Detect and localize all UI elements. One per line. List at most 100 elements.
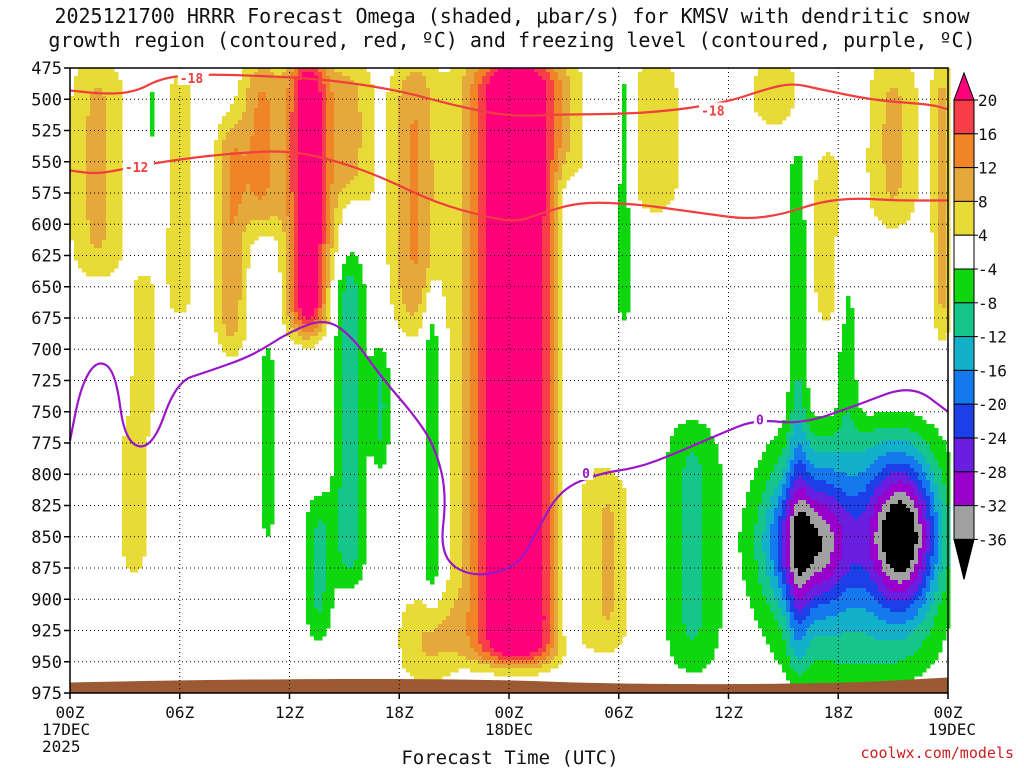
omega-cell xyxy=(942,164,947,169)
omega-cell xyxy=(242,168,247,173)
omega-cell xyxy=(214,164,219,169)
omega-cell xyxy=(882,92,887,97)
omega-cell xyxy=(834,192,839,197)
omega-cell xyxy=(502,88,507,93)
omega-cell xyxy=(182,212,187,217)
omega-cell xyxy=(362,132,367,137)
omega-cell xyxy=(830,200,835,205)
omega-cell xyxy=(902,112,907,117)
omega-cell xyxy=(290,80,295,85)
omega-cell xyxy=(170,112,175,117)
omega-cell xyxy=(306,120,311,125)
omega-cell xyxy=(814,188,819,193)
omega-cell xyxy=(534,172,539,177)
omega-cell xyxy=(498,160,503,165)
omega-cell xyxy=(358,192,363,197)
omega-cell xyxy=(458,168,463,173)
omega-cell xyxy=(330,152,335,157)
omega-cell xyxy=(262,160,267,165)
omega-cell xyxy=(290,132,295,137)
omega-cell xyxy=(654,68,659,73)
omega-cell xyxy=(654,136,659,141)
omega-cell xyxy=(238,148,243,153)
omega-cell xyxy=(418,164,423,169)
omega-cell xyxy=(786,104,791,109)
omega-cell xyxy=(874,172,879,177)
omega-cell xyxy=(562,128,567,133)
omega-cell xyxy=(666,180,671,185)
omega-cell xyxy=(238,84,243,89)
omega-cell xyxy=(622,176,627,181)
omega-cell xyxy=(302,164,307,169)
omega-cell xyxy=(82,124,87,129)
omega-cell xyxy=(502,140,507,145)
omega-cell xyxy=(470,84,475,89)
omega-cell xyxy=(402,192,407,197)
omega-cell xyxy=(442,104,447,109)
omega-cell xyxy=(350,136,355,141)
omega-cell xyxy=(250,200,255,205)
omega-cell xyxy=(942,68,947,73)
omega-cell xyxy=(286,140,291,145)
omega-cell xyxy=(322,120,327,125)
omega-cell xyxy=(114,100,119,105)
omega-cell xyxy=(90,184,95,189)
omega-cell xyxy=(430,212,435,217)
omega-cell xyxy=(118,152,123,157)
omega-cell xyxy=(550,100,555,105)
omega-cell xyxy=(266,152,271,157)
omega-cell xyxy=(394,160,399,165)
omega-cell xyxy=(662,204,667,209)
omega-cell xyxy=(74,160,79,165)
omega-cell xyxy=(98,160,103,165)
omega-cell xyxy=(334,196,339,201)
omega-cell xyxy=(826,196,831,201)
omega-cell xyxy=(178,192,183,197)
omega-cell xyxy=(478,84,483,89)
omega-cell xyxy=(522,208,527,213)
omega-cell xyxy=(938,108,943,113)
omega-cell xyxy=(266,196,271,201)
omega-cell xyxy=(774,108,779,113)
omega-cell xyxy=(910,120,915,125)
omega-cell xyxy=(666,172,671,177)
omega-cell xyxy=(406,76,411,81)
omega-cell xyxy=(658,188,663,193)
omega-cell xyxy=(102,136,107,141)
omega-cell xyxy=(546,100,551,105)
omega-cell xyxy=(278,204,283,209)
omega-cell xyxy=(522,172,527,177)
omega-cell xyxy=(558,164,563,169)
omega-cell xyxy=(466,68,471,73)
omega-cell xyxy=(778,88,783,93)
omega-cell xyxy=(506,120,511,125)
omega-cell xyxy=(490,124,495,129)
omega-cell xyxy=(406,168,411,173)
omega-cell xyxy=(670,180,675,185)
omega-cell xyxy=(794,188,799,193)
omega-cell xyxy=(770,116,775,121)
omega-cell xyxy=(446,144,451,149)
omega-cell xyxy=(550,116,555,121)
omega-cell xyxy=(110,196,115,201)
omega-cell xyxy=(910,72,915,77)
omega-cell xyxy=(170,156,175,161)
omega-cell xyxy=(562,184,567,189)
omega-cell xyxy=(914,172,919,177)
omega-cell xyxy=(114,124,119,129)
omega-cell xyxy=(222,132,227,137)
omega-cell xyxy=(110,68,115,73)
omega-cell xyxy=(906,196,911,201)
omega-cell xyxy=(310,128,315,133)
omega-cell xyxy=(910,180,915,185)
omega-cell xyxy=(546,148,551,153)
omega-cell xyxy=(430,152,435,157)
omega-cell xyxy=(506,100,511,105)
omega-cell xyxy=(654,160,659,165)
omega-cell xyxy=(78,112,83,117)
omega-cell xyxy=(174,84,179,89)
omega-cell xyxy=(942,140,947,145)
omega-cell xyxy=(558,156,563,161)
omega-cell xyxy=(462,132,467,137)
omega-cell xyxy=(98,152,103,157)
